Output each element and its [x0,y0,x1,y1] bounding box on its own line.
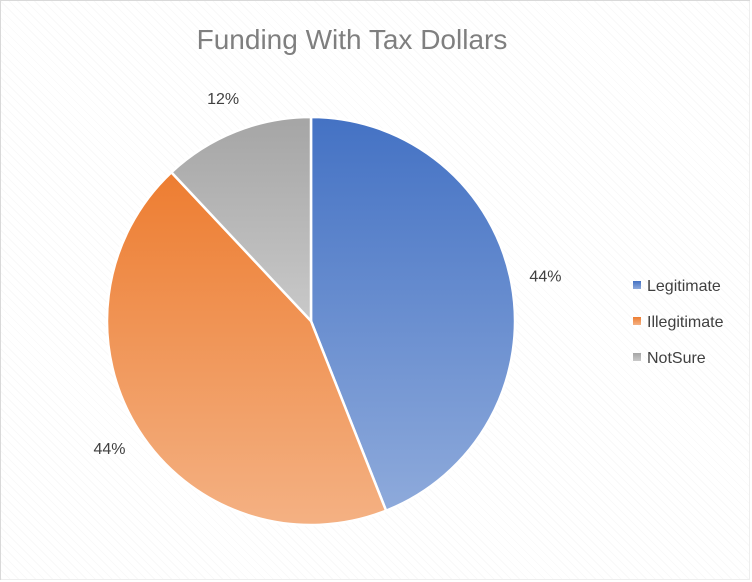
legend-swatch-legitimate [633,281,641,289]
legend-swatch-illegitimate [633,317,641,325]
legend-label-notsure: NotSure [647,350,706,367]
legend-label-legitimate: Legitimate [647,278,721,295]
legend-swatch-notsure [633,353,641,361]
legend: Legitimate Illegitimate NotSure [633,278,724,367]
pie-slice-illegitimate [105,170,388,527]
data-label-illegitimate: 44% [93,441,125,458]
data-label-legitimate: 44% [529,268,561,285]
chart-title: Funding With Tax Dollars [197,24,508,55]
legend-label-illegitimate: Illegitimate [647,314,724,331]
data-labels: 44% 44% 12% [93,91,561,458]
pie-slice-legitimate [309,115,517,513]
data-label-notsure: 12% [207,91,239,108]
pie-slice-notsure [169,115,313,325]
pie-slices [105,115,517,527]
